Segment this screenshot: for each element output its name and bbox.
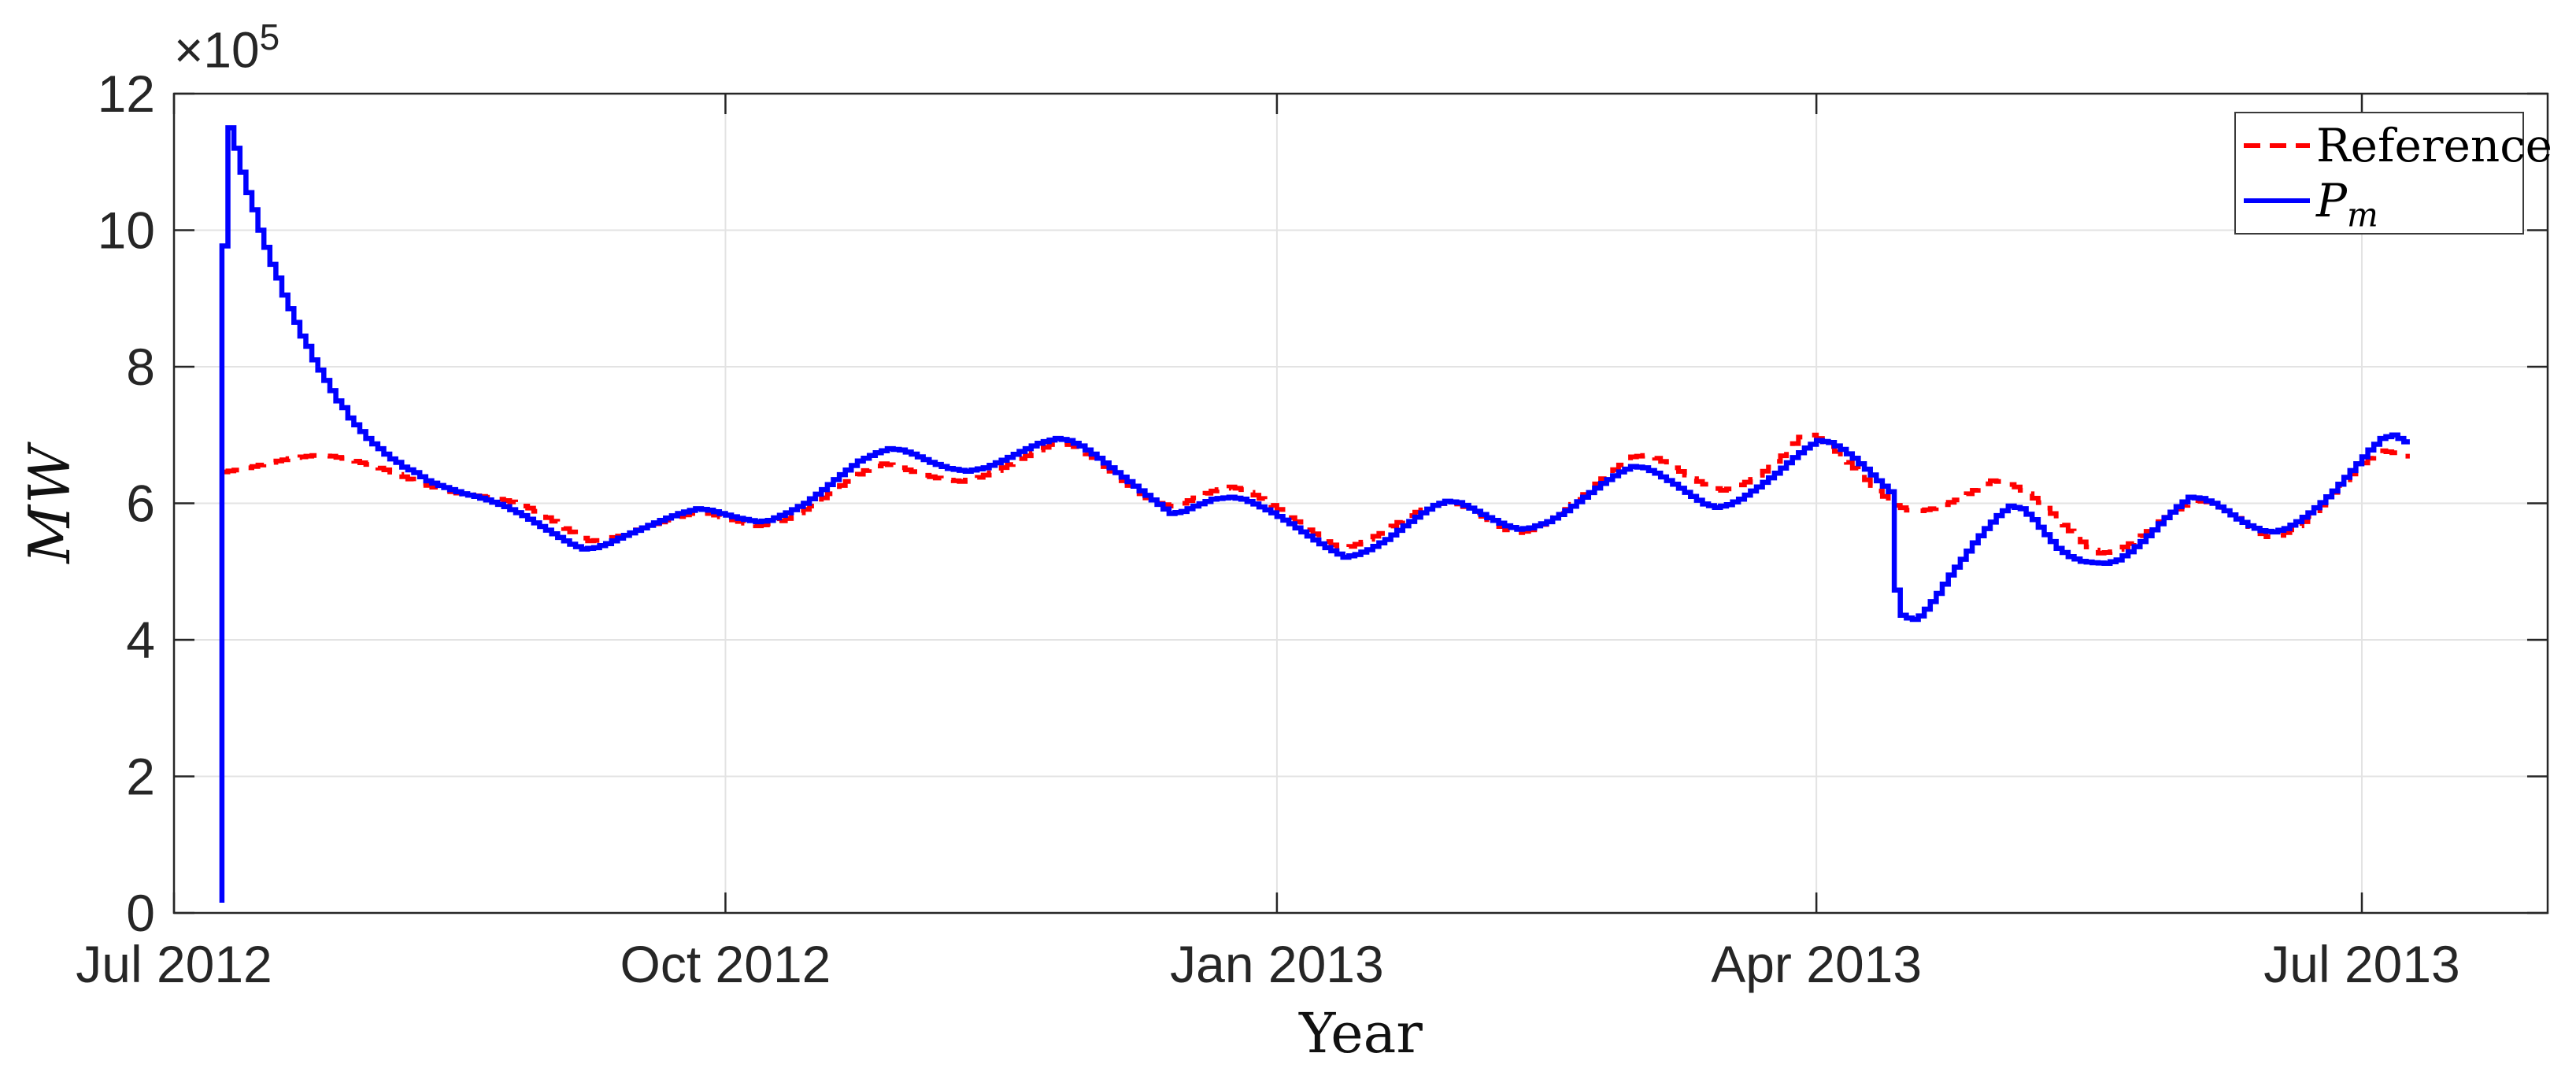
legend-box: Reference Pm [2234, 112, 2552, 235]
x-tick-label: Oct 2012 [620, 935, 831, 993]
y-tick-label: 6 [126, 475, 155, 533]
y-axis-multiplier-base: ×10 [174, 21, 260, 79]
x-axis-label: Year [1299, 1001, 1423, 1066]
y-tick-label: 4 [126, 611, 155, 669]
y-tick-label: 8 [126, 338, 155, 396]
y-tick-label: 12 [98, 65, 155, 123]
y-axis-multiplier-exp: 5 [259, 17, 280, 57]
y-axis-multiplier: ×105 [174, 16, 279, 79]
y-tick-label: 0 [126, 884, 155, 942]
y-axis-label-wrap: MW [14, 94, 85, 913]
legend-line-solid-icon [2244, 198, 2310, 203]
x-tick-label: Apr 2013 [1711, 935, 1922, 993]
series-line-reference [221, 432, 2410, 556]
x-tick-label: Jan 2013 [1170, 935, 1384, 993]
legend-line-dashed-icon [2244, 143, 2310, 148]
y-axis-label: MW [17, 443, 83, 564]
legend-label-pm: Pm [2316, 178, 2378, 231]
legend-label-pm-sub: m [2347, 195, 2378, 235]
y-tick-label: 2 [126, 748, 155, 806]
legend-item-reference: Reference [2242, 118, 2552, 173]
series-line-pm [219, 125, 2410, 903]
x-tick-label: Jul 2012 [76, 935, 272, 993]
y-tick-label: 10 [98, 201, 155, 260]
legend-label-pm-main: P [2316, 174, 2348, 227]
legend-item-pm: Pm [2242, 173, 2522, 231]
x-tick-label: Jul 2013 [2263, 935, 2460, 993]
legend-label-reference: Reference [2316, 119, 2552, 172]
